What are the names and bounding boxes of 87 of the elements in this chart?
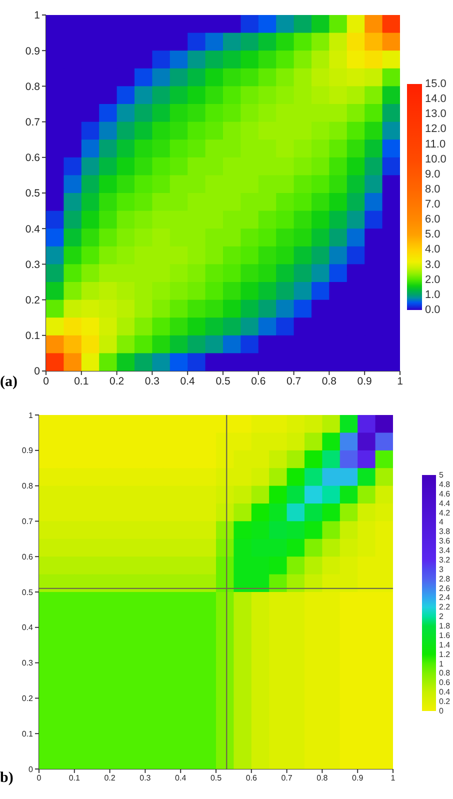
color-bar-label: 5.0 [425,228,440,241]
x-tick-label: 1 [397,375,404,388]
y-tick-label: 0.1 [25,330,40,342]
color-bar-label: 0 [439,706,444,716]
color-bar-label: 4.4 [439,498,451,508]
color-bar-label: 4.8 [439,480,451,489]
color-bar-label: 15.0 [425,78,446,90]
color-bar-label: 4 [439,518,444,527]
x-tick-label: 0.7 [286,375,302,388]
color-bar-label: 0.4 [439,688,451,697]
color-bar-label: 14.0 [425,93,446,106]
color-bar-label: 7.0 [425,198,440,211]
y-tick-label: 0.4 [22,623,34,632]
color-bar-label: 2.2 [439,602,451,612]
color-bar-label: 12.0 [425,123,446,136]
color-bar-label: 3 [439,564,444,574]
color-bar-label: 0.6 [439,678,451,688]
y-tick-label: 0.8 [22,482,34,491]
x-tick-label: 0.5 [210,774,222,783]
x-tick-label: 0.1 [68,774,81,783]
x-tick-label: 0.5 [216,375,230,388]
color-bar-label: 4.2 [439,508,451,518]
color-bar-label: 1.2 [439,650,451,659]
color-bar-label: 13.0 [425,108,446,120]
text: (a) [0,374,18,390]
y-tick-label: 0.6 [22,552,34,562]
color-bar-label: 2.4 [439,593,451,602]
color-bar-label: 3.2 [439,555,451,564]
color-bar-label: 3.6 [439,536,451,546]
y-tick-label: 0.2 [25,294,40,307]
color-bar-label: 8.0 [425,183,440,196]
y-tick-label: 0.9 [25,45,40,58]
color-bar-label: 1.0 [425,288,440,301]
x-tick-label: 0.8 [322,375,337,388]
color-bar-label: 5 [439,470,444,480]
y-tick-label: 0.2 [22,694,34,704]
color-bar-label: 0.0 [425,304,440,316]
y-tick-label: 0.6 [25,152,40,164]
color-bar-label: 3.0 [425,258,440,271]
y-tick-label: 0.7 [25,116,40,129]
color-bar-label: 1.6 [439,630,451,640]
color-bar-label: 3.8 [439,527,451,536]
x-tick-label: 0.9 [352,774,364,783]
color-bar-label: 2 [439,612,444,622]
color-bar-label: 4.0 [425,244,440,256]
y-tick-label: 0.9 [22,446,34,456]
x-tick-label: 0 [43,375,50,388]
y-tick-label: 0.5 [22,588,34,597]
x-tick-label: 0.3 [144,375,160,388]
text: b) [0,770,14,786]
y-tick-label: 0.8 [25,80,40,93]
y-tick-label: 0 [34,366,40,378]
color-bar-label: 0.8 [439,668,451,678]
color-bar-label: 3.4 [439,546,451,556]
x-tick-label: 0.1 [74,375,89,388]
color-bar-label: 0.2 [439,697,451,706]
color-bar-label: 2.0 [425,274,440,286]
color-bar-label: 1.4 [439,640,451,650]
x-tick-label: 0.3 [140,774,152,783]
x-tick-label: 0.4 [180,375,196,388]
x-tick-label: 0.7 [281,774,293,783]
y-tick-label: 0.4 [25,223,40,236]
x-tick-label: 0.2 [104,774,116,783]
y-tick-label: 1 [28,410,34,420]
color-bar-label: 2.6 [439,584,451,593]
color-bar-label: 11.0 [425,138,446,150]
x-tick-label: 0.4 [175,774,187,783]
color-bar-label: 1.8 [439,622,451,631]
x-tick-label: 0.6 [246,774,258,783]
x-tick-label: 1 [390,774,396,783]
x-tick-label: 0.6 [251,375,266,388]
y-tick-label: 0.3 [22,658,34,668]
y-tick-label: 1 [34,10,40,22]
color-bar-label: 6.0 [425,214,440,226]
y-tick-label: 0.7 [22,517,34,526]
color-bar-label: 9.0 [425,168,440,180]
x-tick-label: 0.9 [357,375,372,388]
color-bar-label: 2.8 [439,574,451,584]
y-tick-label: 0 [28,764,34,774]
color-bar-label: 1 [439,659,444,668]
x-tick-label: 0.2 [109,375,124,388]
y-tick-label: 0.5 [25,188,40,200]
color-bar-label: 10.0 [425,153,446,166]
y-tick-label: 0.1 [22,729,34,738]
color-bar-label: 4.6 [439,489,451,498]
y-tick-label: 0.3 [25,258,40,271]
x-tick-label: 0.8 [316,774,328,783]
